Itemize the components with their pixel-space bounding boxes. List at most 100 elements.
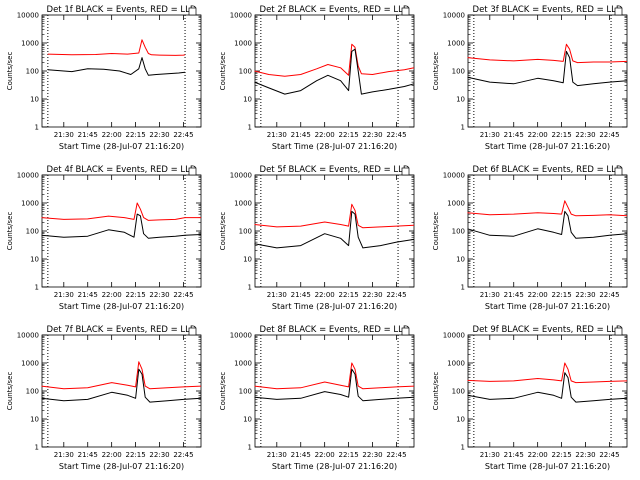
lld-series-line bbox=[254, 362, 415, 390]
panel-5: Det 5f BLACK = Events, RED = LLD Counts/s… bbox=[219, 165, 415, 311]
y-tick-label: 10000 bbox=[443, 12, 465, 20]
y-tick-label: 100 bbox=[452, 68, 465, 76]
x-tick-label: 21:45 bbox=[78, 131, 98, 139]
x-tick-label: 22:30 bbox=[149, 451, 169, 459]
panel-1: Det 1f BLACK = Events, RED = LLD Counts/s… bbox=[6, 5, 202, 151]
x-tick-label: 21:45 bbox=[504, 451, 524, 459]
x-tick-label: 21:30 bbox=[267, 451, 287, 459]
panel-title: Det 2f BLACK = Events, RED = LLD bbox=[260, 5, 410, 15]
y-tick-label: 10000 bbox=[17, 172, 39, 180]
legend-box bbox=[401, 7, 410, 16]
plot-frame bbox=[41, 14, 202, 128]
y-tick-label: 10000 bbox=[17, 12, 39, 20]
x-tick-label: 22:30 bbox=[362, 451, 382, 459]
panel-title: Det 7f BLACK = Events, RED = LLD bbox=[47, 325, 197, 335]
x-tick-label: 21:30 bbox=[480, 131, 500, 139]
y-tick-label: 1 bbox=[35, 124, 39, 132]
panel-6: Det 6f BLACK = Events, RED = LLD Counts/s… bbox=[432, 165, 628, 311]
x-tick-label: 22:45 bbox=[599, 451, 619, 459]
x-tick-label: 21:45 bbox=[291, 451, 311, 459]
x-tick-label: 22:45 bbox=[173, 291, 193, 299]
lld-series-line bbox=[467, 362, 628, 384]
lld-series-line bbox=[254, 43, 415, 77]
x-tick-label: 21:45 bbox=[504, 131, 524, 139]
panel-title: Det 6f BLACK = Events, RED = LLD bbox=[473, 165, 623, 175]
x-axis-label: Start Time (28-Jul-07 21:16:20) bbox=[272, 302, 397, 311]
events-series-line bbox=[467, 210, 628, 239]
x-tick-label: 21:45 bbox=[291, 131, 311, 139]
x-tick-label: 22:15 bbox=[338, 291, 358, 299]
y-tick-label: 10000 bbox=[230, 12, 252, 20]
x-tick-label: 21:45 bbox=[504, 291, 524, 299]
x-tick-label: 21:45 bbox=[291, 291, 311, 299]
y-tick-label: 1 bbox=[248, 284, 252, 292]
x-tick-label: 22:15 bbox=[551, 131, 571, 139]
x-axis-label: Start Time (28-Jul-07 21:16:20) bbox=[485, 462, 610, 471]
y-tick-label: 1000 bbox=[234, 40, 252, 48]
y-tick-label: 1000 bbox=[21, 360, 39, 368]
x-axis-label: Start Time (28-Jul-07 21:16:20) bbox=[59, 462, 184, 471]
y-tick-label: 1 bbox=[248, 124, 252, 132]
panel-7: Det 7f BLACK = Events, RED = LLD Counts/s… bbox=[6, 325, 202, 471]
events-series-line bbox=[254, 48, 415, 95]
panel-2: Det 2f BLACK = Events, RED = LLD Counts/s… bbox=[219, 5, 415, 151]
y-tick-label: 100 bbox=[239, 388, 252, 396]
panel-9: Det 9f BLACK = Events, RED = LLD Counts/s… bbox=[432, 325, 628, 471]
panel-title: Det 5f BLACK = Events, RED = LLD bbox=[260, 165, 410, 175]
x-tick-label: 21:30 bbox=[54, 451, 74, 459]
lld-series-line bbox=[41, 202, 201, 221]
x-tick-label: 21:45 bbox=[78, 451, 98, 459]
y-tick-label: 10000 bbox=[17, 332, 39, 340]
x-tick-label: 21:45 bbox=[78, 291, 98, 299]
y-axis-label: Counts/sec bbox=[6, 52, 14, 91]
plot-frame bbox=[41, 334, 202, 448]
y-axis-label: Counts/sec bbox=[432, 212, 440, 251]
x-axis-label: Start Time (28-Jul-07 21:16:20) bbox=[485, 142, 610, 151]
lld-series-line bbox=[467, 43, 628, 64]
x-tick-label: 21:30 bbox=[54, 291, 74, 299]
x-axis-label: Start Time (28-Jul-07 21:16:20) bbox=[59, 302, 184, 311]
y-axis-label: Counts/sec bbox=[6, 212, 14, 251]
plot-frame bbox=[467, 174, 628, 288]
x-tick-label: 21:30 bbox=[267, 291, 287, 299]
plot-frame bbox=[41, 174, 202, 288]
x-axis-label: Start Time (28-Jul-07 21:16:20) bbox=[272, 142, 397, 151]
y-axis-label: Counts/sec bbox=[6, 372, 14, 411]
x-tick-label: 22:15 bbox=[125, 291, 145, 299]
y-tick-label: 10 bbox=[456, 256, 465, 264]
events-series-line bbox=[254, 210, 415, 249]
y-tick-label: 10000 bbox=[230, 172, 252, 180]
x-tick-label: 22:00 bbox=[102, 291, 122, 299]
legend-box bbox=[614, 167, 623, 176]
y-tick-label: 10 bbox=[30, 256, 39, 264]
x-tick-label: 22:00 bbox=[315, 131, 335, 139]
legend-box bbox=[188, 7, 197, 16]
x-tick-label: 22:30 bbox=[149, 131, 169, 139]
x-tick-label: 22:30 bbox=[575, 291, 595, 299]
x-tick-label: 22:15 bbox=[125, 451, 145, 459]
x-tick-label: 22:45 bbox=[173, 451, 193, 459]
x-tick-label: 22:45 bbox=[386, 451, 406, 459]
y-tick-label: 1 bbox=[461, 444, 465, 452]
x-tick-label: 22:30 bbox=[575, 451, 595, 459]
y-tick-label: 10 bbox=[30, 96, 39, 104]
legend-box bbox=[401, 327, 410, 336]
x-tick-label: 22:30 bbox=[575, 131, 595, 139]
y-axis-label: Counts/sec bbox=[219, 52, 227, 91]
legend-box bbox=[188, 167, 197, 176]
x-tick-label: 22:15 bbox=[338, 131, 358, 139]
y-tick-label: 10 bbox=[30, 416, 39, 424]
y-tick-label: 1000 bbox=[447, 360, 465, 368]
y-tick-label: 10 bbox=[243, 416, 252, 424]
events-series-line bbox=[254, 368, 415, 402]
y-tick-label: 100 bbox=[26, 68, 39, 76]
x-tick-label: 21:30 bbox=[267, 131, 287, 139]
x-tick-label: 22:00 bbox=[315, 291, 335, 299]
y-tick-label: 1 bbox=[35, 284, 39, 292]
panel-4: Det 4f BLACK = Events, RED = LLD Counts/s… bbox=[6, 165, 202, 311]
x-tick-label: 22:15 bbox=[551, 451, 571, 459]
x-tick-label: 21:30 bbox=[480, 291, 500, 299]
legend-box bbox=[401, 167, 410, 176]
events-series-line bbox=[467, 372, 628, 403]
y-tick-label: 1 bbox=[461, 284, 465, 292]
